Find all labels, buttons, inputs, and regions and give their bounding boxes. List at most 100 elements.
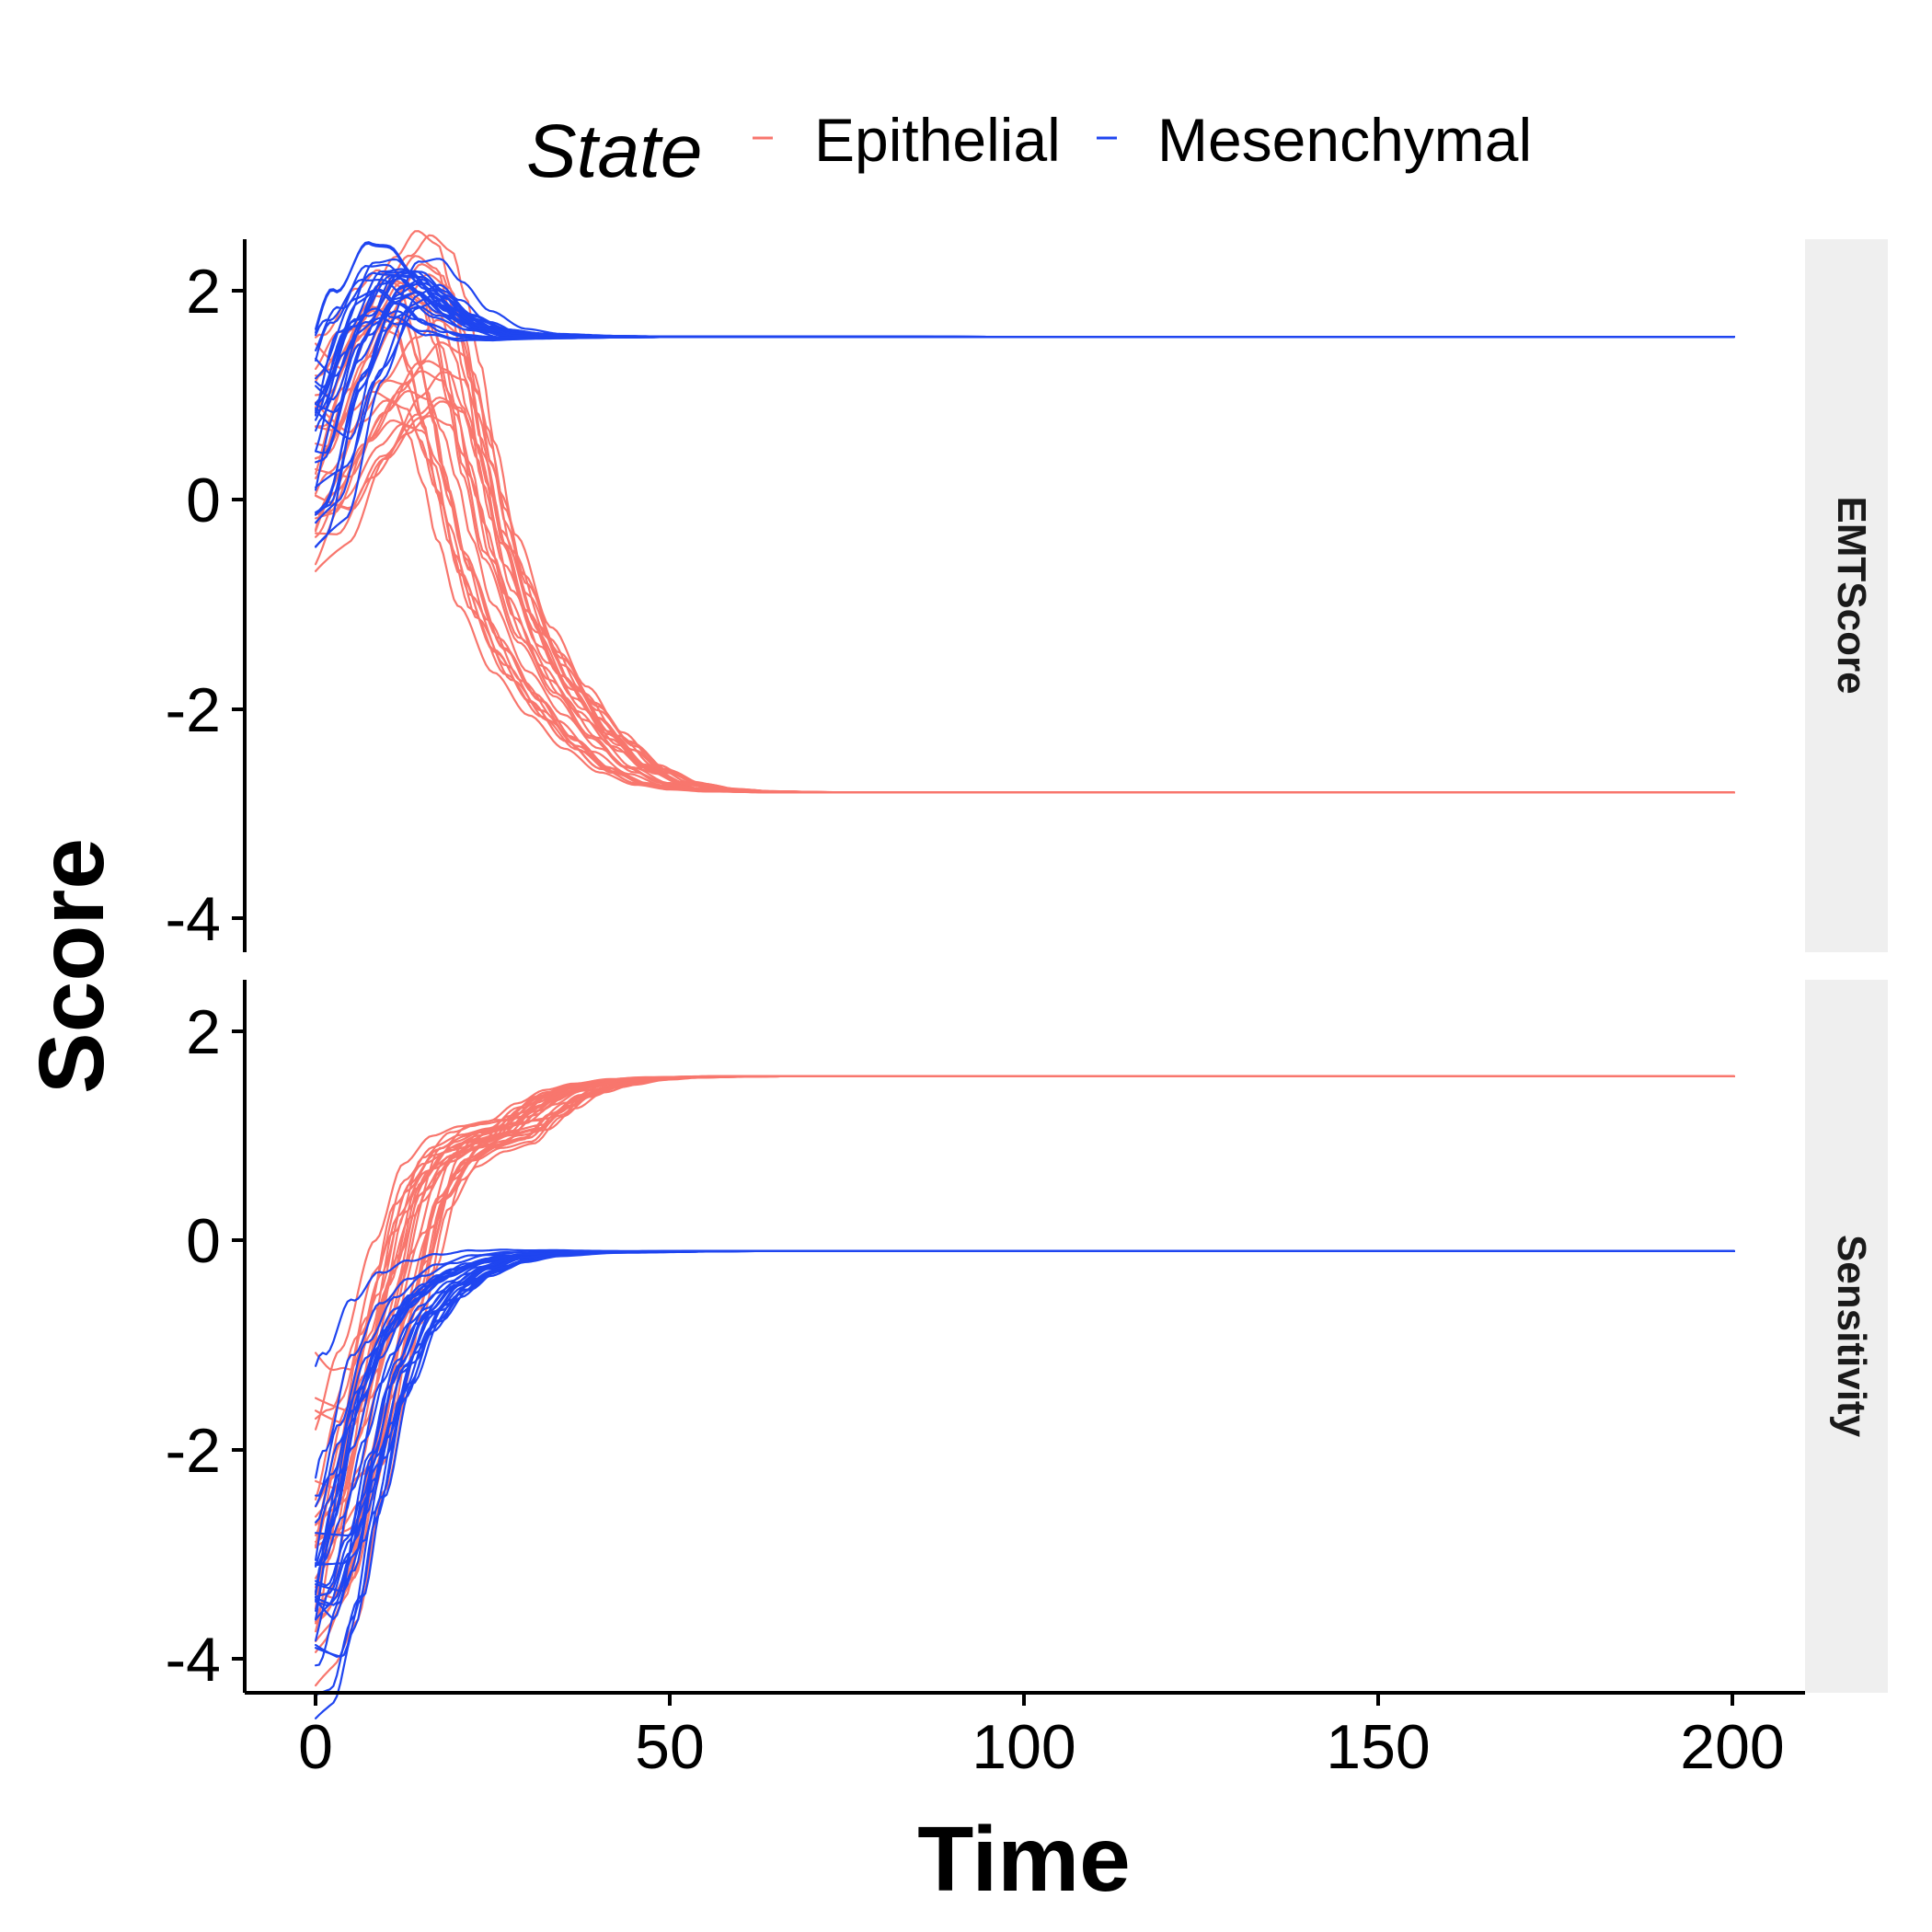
legend-label-mesenchymal: Mesenchymal (1157, 106, 1532, 174)
sensitivity-mesenchymal-trajectory (315, 1249, 1735, 1612)
sensitivity-mesenchymal-trajectory (315, 1249, 1735, 1497)
sensitivity-epithelial-trajectory (315, 1075, 1735, 1549)
facet-label-emtscore: EMTScore (1829, 496, 1874, 694)
sensitivity-mesenchymal-trajectory (315, 1249, 1735, 1593)
x-tick-label: 50 (635, 1712, 705, 1782)
x-tick-label: 0 (298, 1712, 333, 1782)
emtscore-epithelial-trajectory (315, 399, 1735, 794)
emtscore-mesenchymal-trajectory (315, 270, 1735, 412)
y-tick-label-sensitivity: -2 (166, 1416, 221, 1486)
emtscore-mesenchymal-trajectory (315, 278, 1735, 513)
sensitivity-epithelial-trajectory (315, 1075, 1735, 1610)
emtscore-epithelial-trajectory (315, 234, 1735, 794)
panel-emtscore: 2 0 -2 -4 EMTScore (166, 230, 1888, 954)
sensitivity-epithelial-trajectory (315, 1075, 1735, 1687)
sensitivity-mesenchymal-trajectory (315, 1249, 1735, 1621)
emtscore-mesenchymal-trajectory (315, 292, 1735, 464)
emtscore-epithelial-trajectory (315, 389, 1735, 794)
emtscore-epithelial-trajectory (315, 371, 1735, 794)
y-tick-label-sensitivity: 0 (186, 1206, 221, 1276)
sensitivity-mesenchymal-trajectory (315, 1249, 1735, 1524)
emtscore-epithelial-trajectory (315, 263, 1735, 794)
sensitivity-mesenchymal-trajectory (315, 1248, 1735, 1367)
emtscore-mesenchymal-trajectory (315, 282, 1735, 548)
sensitivity-mesenchymal-trajectory (315, 1249, 1735, 1587)
facet-strip-emtscore (1805, 239, 1888, 952)
sensitivity-mesenchymal-trajectory (315, 1249, 1735, 1696)
emtscore-mesenchymal-trajectory (315, 277, 1735, 453)
emtscore-epithelial-trajectory (315, 309, 1735, 794)
sensitivity-epithelial-trajectory (315, 1075, 1735, 1623)
sensitivity-mesenchymal-trajectory (315, 1249, 1735, 1658)
emtscore-mesenchymal-trajectory (315, 307, 1735, 405)
sensitivity-mesenchymal-trajectory (315, 1249, 1735, 1606)
sensitivity-epithelial-trajectory (315, 1075, 1735, 1501)
emtscore-epithelial-trajectory (315, 341, 1735, 794)
facet-strip-sensitivity (1805, 980, 1888, 1693)
sensitivity-mesenchymal-trajectory (315, 1249, 1735, 1565)
sensitivity-epithelial-trajectory (315, 1075, 1735, 1642)
sensitivity-mesenchymal-trajectory (315, 1249, 1735, 1719)
emtscore-mesenchymal-trajectory (315, 275, 1735, 378)
sensitivity-mesenchymal-trajectory (315, 1249, 1735, 1596)
sensitivity-mesenchymal-trajectory (315, 1249, 1735, 1508)
legend: State Epithelial Mesenchymal (526, 106, 1532, 193)
emtscore-epithelial-trajectory (315, 309, 1735, 794)
sensitivity-epithelial-trajectory (315, 1075, 1735, 1547)
emtscore-mesenchymal-trajectory (315, 258, 1735, 440)
sensitivity-epithelial-trajectory (315, 1075, 1735, 1548)
sensitivity-mesenchymal-trajectory (315, 1249, 1735, 1593)
y-tick-label-sensitivity: -4 (166, 1625, 221, 1695)
emtscore-mesenchymal-trajectory (315, 268, 1735, 421)
plot-area-sensitivity (315, 1075, 1735, 1719)
plot-area-emtscore (315, 230, 1735, 794)
sensitivity-epithelial-trajectory (315, 1075, 1735, 1600)
y-tick-label-emtscore: -2 (166, 675, 221, 745)
sensitivity-mesenchymal-trajectory (315, 1249, 1735, 1606)
sensitivity-epithelial-trajectory (315, 1075, 1735, 1547)
emtscore-mesenchymal-trajectory (315, 270, 1735, 454)
sensitivity-mesenchymal-trajectory (315, 1249, 1735, 1667)
sensitivity-epithelial-trajectory (315, 1075, 1735, 1589)
emtscore-epithelial-trajectory (315, 269, 1735, 794)
y-tick-label-emtscore: 0 (186, 466, 221, 535)
y-tick-label-sensitivity: 2 (186, 997, 221, 1067)
sensitivity-mesenchymal-trajectory (315, 1249, 1735, 1598)
sensitivity-mesenchymal-trajectory (315, 1249, 1735, 1537)
sensitivity-epithelial-trajectory (315, 1075, 1735, 1633)
sensitivity-mesenchymal-trajectory (315, 1249, 1735, 1642)
emtscore-mesenchymal-trajectory (315, 241, 1735, 339)
x-axis-title: Time (917, 1808, 1131, 1911)
sensitivity-mesenchymal-trajectory (315, 1249, 1735, 1567)
emtscore-epithelial-trajectory (315, 390, 1735, 794)
panel-sensitivity: 2 0 -2 -4 Sensitivity (166, 980, 1888, 1719)
y-axis-title: Score (20, 838, 123, 1094)
emtscore-epithelial-trajectory (315, 400, 1735, 794)
legend-title: State (526, 109, 702, 193)
emtscore-epithelial-trajectory (315, 230, 1735, 794)
facet-label-sensitivity: Sensitivity (1829, 1235, 1874, 1438)
emtscore-mesenchymal-trajectory (315, 291, 1735, 516)
sensitivity-mesenchymal-trajectory (315, 1249, 1735, 1567)
sensitivity-mesenchymal-trajectory (315, 1249, 1735, 1479)
legend-label-epithelial: Epithelial (814, 106, 1061, 174)
x-tick-label: 200 (1680, 1712, 1784, 1782)
sensitivity-epithelial-trajectory (315, 1075, 1735, 1625)
x-tick-label: 100 (972, 1712, 1075, 1782)
y-tick-label-emtscore: -4 (166, 884, 221, 954)
sensitivity-epithelial-trajectory (315, 1075, 1735, 1543)
emtscore-mesenchymal-trajectory (315, 294, 1735, 524)
sensitivity-mesenchymal-trajectory (315, 1249, 1735, 1658)
emtscore-mesenchymal-trajectory (315, 282, 1735, 414)
sensitivity-mesenchymal-trajectory (315, 1249, 1735, 1568)
sensitivity-epithelial-trajectory (315, 1075, 1735, 1580)
sensitivity-mesenchymal-trajectory (315, 1249, 1735, 1561)
x-axis: 0 50 100 150 200 (298, 1693, 1785, 1782)
emtscore-epithelial-trajectory (315, 370, 1735, 794)
sensitivity-mesenchymal-trajectory (315, 1249, 1735, 1620)
emtscore-mesenchymal-trajectory (315, 242, 1735, 339)
emtscore-epithelial-trajectory (315, 307, 1735, 794)
emtscore-mesenchymal-trajectory (315, 283, 1735, 548)
